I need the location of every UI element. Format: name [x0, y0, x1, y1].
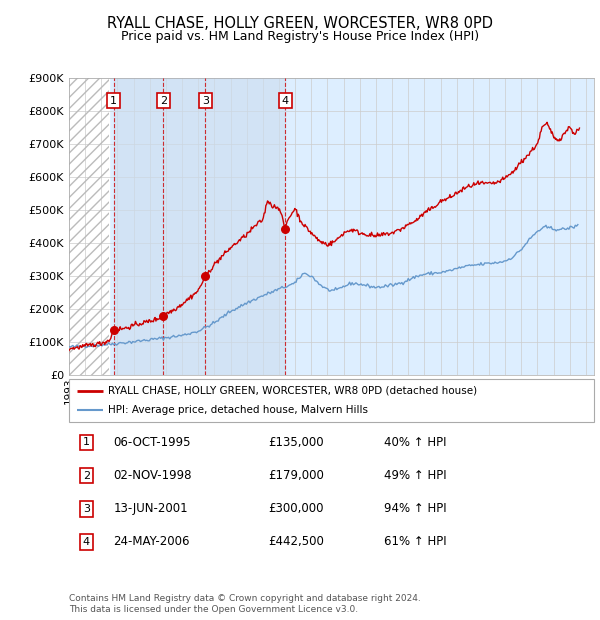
Text: Price paid vs. HM Land Registry's House Price Index (HPI): Price paid vs. HM Land Registry's House … — [121, 30, 479, 43]
Text: 49% ↑ HPI: 49% ↑ HPI — [384, 469, 446, 482]
Text: 2: 2 — [83, 471, 90, 480]
Text: 02-NOV-1998: 02-NOV-1998 — [113, 469, 192, 482]
Text: 40% ↑ HPI: 40% ↑ HPI — [384, 436, 446, 449]
Text: HPI: Average price, detached house, Malvern Hills: HPI: Average price, detached house, Malv… — [109, 405, 368, 415]
Bar — [205, 78, 285, 375]
Point — [109, 326, 119, 335]
Text: 94% ↑ HPI: 94% ↑ HPI — [384, 502, 446, 515]
Text: 61% ↑ HPI: 61% ↑ HPI — [384, 535, 446, 548]
Text: £300,000: £300,000 — [269, 502, 324, 515]
Text: RYALL CHASE, HOLLY GREEN, WORCESTER, WR8 0PD (detached house): RYALL CHASE, HOLLY GREEN, WORCESTER, WR8… — [109, 386, 478, 396]
Text: 4: 4 — [282, 95, 289, 105]
Text: 13-JUN-2001: 13-JUN-2001 — [113, 502, 188, 515]
Bar — [69, 78, 109, 375]
Text: Contains HM Land Registry data © Crown copyright and database right 2024.
This d: Contains HM Land Registry data © Crown c… — [69, 595, 421, 614]
Text: 24-MAY-2006: 24-MAY-2006 — [113, 535, 190, 548]
Text: 2: 2 — [160, 95, 167, 105]
Text: 1: 1 — [83, 438, 90, 448]
Bar — [114, 78, 163, 375]
Point — [158, 311, 168, 321]
Text: £442,500: £442,500 — [269, 535, 325, 548]
Text: £135,000: £135,000 — [269, 436, 324, 449]
Point — [200, 271, 210, 281]
FancyBboxPatch shape — [69, 379, 594, 422]
Text: 3: 3 — [202, 95, 209, 105]
Text: 3: 3 — [83, 503, 90, 514]
Text: 4: 4 — [83, 537, 90, 547]
Text: RYALL CHASE, HOLLY GREEN, WORCESTER, WR8 0PD: RYALL CHASE, HOLLY GREEN, WORCESTER, WR8… — [107, 16, 493, 30]
Bar — [163, 78, 205, 375]
Point — [280, 224, 290, 234]
Text: £179,000: £179,000 — [269, 469, 325, 482]
Text: 06-OCT-1995: 06-OCT-1995 — [113, 436, 191, 449]
Text: 1: 1 — [110, 95, 117, 105]
Bar — [69, 78, 109, 375]
